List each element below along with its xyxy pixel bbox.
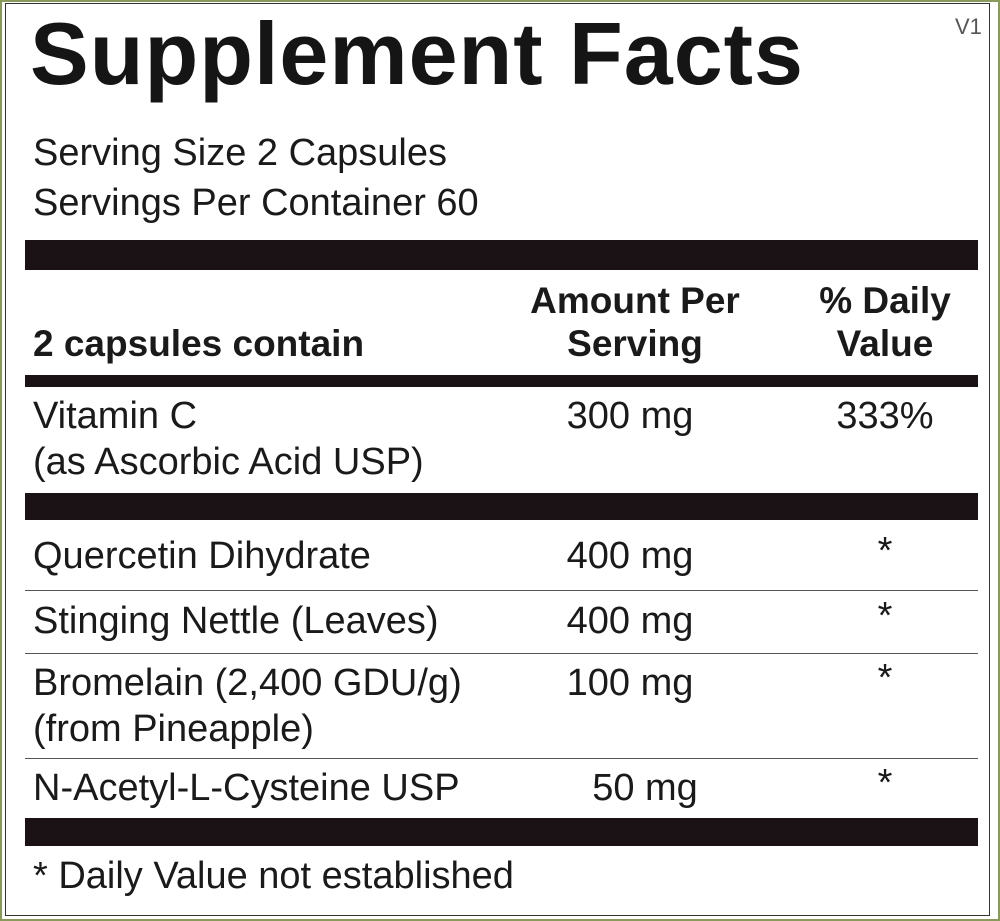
header-dv-line2: Value	[836, 323, 934, 364]
ingredient-amount: 400 mg	[566, 535, 694, 577]
serving-size: Serving Size 2 Capsules	[33, 132, 447, 174]
ingredient-name: Bromelain (2,400 GDU/g)	[33, 662, 462, 704]
row-divider	[25, 653, 978, 654]
header-contains: 2 capsules contain	[33, 323, 365, 364]
ingredient-source: (from Pineapple)	[33, 708, 314, 750]
ingredient-name: N-Acetyl-L-Cysteine USP	[33, 767, 460, 809]
header-dv-line1: % Daily	[819, 280, 951, 321]
ingredient-name: Vitamin C	[33, 395, 198, 437]
divider-bar	[25, 375, 978, 387]
page-title: Supplement Facts	[30, 4, 804, 103]
divider-bar	[25, 818, 978, 846]
row-divider	[25, 758, 978, 759]
servings-per-container: Servings Per Container 60	[33, 182, 479, 224]
ingredient-dv: *	[877, 657, 893, 699]
ingredient-dv: *	[877, 595, 893, 637]
divider-bar	[25, 493, 978, 520]
ingredient-name: Stinging Nettle (Leaves)	[33, 600, 439, 642]
version-label: V1	[955, 14, 982, 39]
ingredient-dv: *	[877, 762, 893, 804]
ingredient-amount: 50 mg	[592, 767, 698, 809]
ingredient-dv: 333%	[836, 395, 934, 437]
ingredient-amount: 300 mg	[566, 395, 694, 437]
header-amount-line2: Serving	[567, 323, 703, 364]
footnote: * Daily Value not established	[33, 855, 514, 897]
ingredient-source: (as Ascorbic Acid USP)	[33, 441, 424, 483]
header-amount-line1: Amount Per	[530, 280, 740, 321]
ingredient-name: Quercetin Dihydrate	[33, 535, 371, 577]
row-divider	[25, 590, 978, 591]
ingredient-amount: 100 mg	[566, 662, 694, 704]
divider-bar	[25, 240, 978, 270]
ingredient-dv: *	[877, 530, 893, 572]
supplement-facts-panel	[5, 3, 990, 916]
ingredient-amount: 400 mg	[566, 600, 694, 642]
